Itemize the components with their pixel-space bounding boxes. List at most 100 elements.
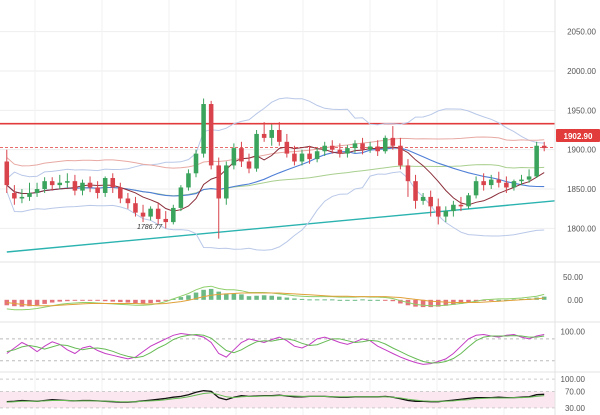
candle-body[interactable] [330, 145, 335, 150]
low-price-marker: 1786.77 [137, 224, 163, 231]
bollinger-upper [6, 97, 545, 180]
candle-body[interactable] [443, 211, 449, 217]
macd-histogram-bar [178, 297, 184, 300]
price-axis-tick: 1850.00 [567, 185, 596, 194]
candle-body[interactable] [246, 161, 252, 169]
candle-body[interactable] [140, 212, 146, 217]
candle-body[interactable] [299, 153, 305, 162]
candle-body[interactable] [466, 195, 471, 207]
candle-body[interactable] [133, 203, 138, 213]
candle-body[interactable] [473, 181, 479, 196]
candle-body[interactable] [337, 149, 343, 154]
support-trendline[interactable] [6, 200, 556, 253]
candle-body[interactable] [87, 182, 93, 188]
candle-body[interactable] [57, 182, 63, 186]
candle-body[interactable] [458, 204, 464, 207]
candle-body[interactable] [110, 178, 116, 188]
macd-histogram-bar [34, 299, 40, 306]
price-axis-tick: 1800.00 [567, 224, 596, 233]
candle-body[interactable] [420, 196, 426, 201]
macd-histogram-bar [299, 298, 305, 300]
candle-body[interactable] [231, 148, 237, 166]
candle-body[interactable] [360, 143, 365, 150]
candle-body[interactable] [314, 151, 320, 160]
macd-histogram-bar [72, 299, 78, 301]
candle-body[interactable] [216, 165, 221, 199]
candle-body[interactable] [511, 181, 517, 188]
candle-body[interactable] [155, 208, 161, 219]
candle-body[interactable] [488, 179, 494, 186]
macd-histogram-bar [163, 299, 169, 301]
candle-body[interactable] [345, 148, 350, 154]
macd-histogram-bar [428, 299, 433, 308]
candle-body[interactable] [148, 208, 153, 217]
candle-body[interactable] [269, 130, 274, 138]
candle-body[interactable] [526, 176, 532, 180]
candle-body[interactable] [80, 182, 85, 191]
candle-body[interactable] [534, 145, 539, 177]
candle-body[interactable] [428, 196, 433, 207]
candle-body[interactable] [193, 153, 199, 174]
macd-histogram-bar [27, 299, 32, 307]
candle-body[interactable] [201, 104, 206, 154]
candle-body[interactable] [413, 181, 418, 201]
macd-panel[interactable] [4, 285, 547, 311]
candle-body[interactable] [171, 207, 176, 223]
candle-body[interactable] [4, 161, 10, 186]
macd-histogram-bar [208, 288, 214, 300]
macd-histogram-bar [57, 299, 63, 302]
price-panel[interactable] [0, 97, 556, 253]
candle-body[interactable] [322, 145, 327, 152]
candle-body[interactable] [49, 181, 55, 186]
candle-body[interactable] [261, 133, 267, 138]
candle-body[interactable] [239, 148, 244, 162]
candle-body[interactable] [519, 179, 524, 182]
macd-histogram-bar [466, 299, 471, 303]
candle-body[interactable] [254, 133, 259, 169]
macd-histogram-bar [65, 299, 70, 302]
candle-body[interactable] [435, 206, 441, 217]
candle-body[interactable] [375, 146, 380, 152]
candle-body[interactable] [481, 181, 486, 186]
macd-histogram-bar [148, 299, 153, 303]
candle-body[interactable] [19, 196, 25, 199]
candle-body[interactable] [65, 181, 70, 183]
candle-body[interactable] [390, 137, 396, 146]
stochastic-panel[interactable] [0, 332, 555, 365]
candle-body[interactable] [352, 143, 358, 149]
candle-body[interactable] [541, 145, 547, 149]
candle-body[interactable] [34, 189, 40, 193]
candle-body[interactable] [72, 181, 78, 191]
macd-histogram-bar [193, 292, 199, 300]
candle-body[interactable] [307, 153, 312, 160]
candle-body[interactable] [292, 153, 297, 162]
candle-body[interactable] [102, 178, 108, 193]
candle-body[interactable] [208, 104, 214, 166]
candle-body[interactable] [118, 187, 123, 199]
candle-body[interactable] [504, 182, 509, 188]
macd-histogram-bar [216, 291, 221, 300]
macd-histogram-bar [382, 299, 388, 301]
candle-body[interactable] [186, 173, 191, 188]
candle-body[interactable] [163, 218, 169, 223]
candle-body[interactable] [178, 187, 184, 208]
candle-body[interactable] [382, 137, 388, 152]
candle-body[interactable] [95, 187, 100, 193]
rsi-panel[interactable] [0, 378, 555, 409]
candle-body[interactable] [27, 192, 32, 197]
candle-body[interactable] [405, 165, 411, 182]
macd-histogram-bar [314, 299, 320, 301]
candle-body[interactable] [284, 141, 290, 154]
candle-body[interactable] [125, 198, 131, 204]
candle-body[interactable] [451, 204, 456, 212]
candle-body[interactable] [42, 181, 47, 190]
candle-body[interactable] [496, 179, 502, 183]
candle-body[interactable] [367, 146, 373, 150]
candle-body[interactable] [12, 192, 17, 199]
candle-body[interactable] [398, 145, 403, 166]
candle-body[interactable] [277, 130, 282, 142]
price-axis-tick: 1950.00 [567, 106, 596, 115]
candle-body[interactable] [224, 165, 229, 199]
